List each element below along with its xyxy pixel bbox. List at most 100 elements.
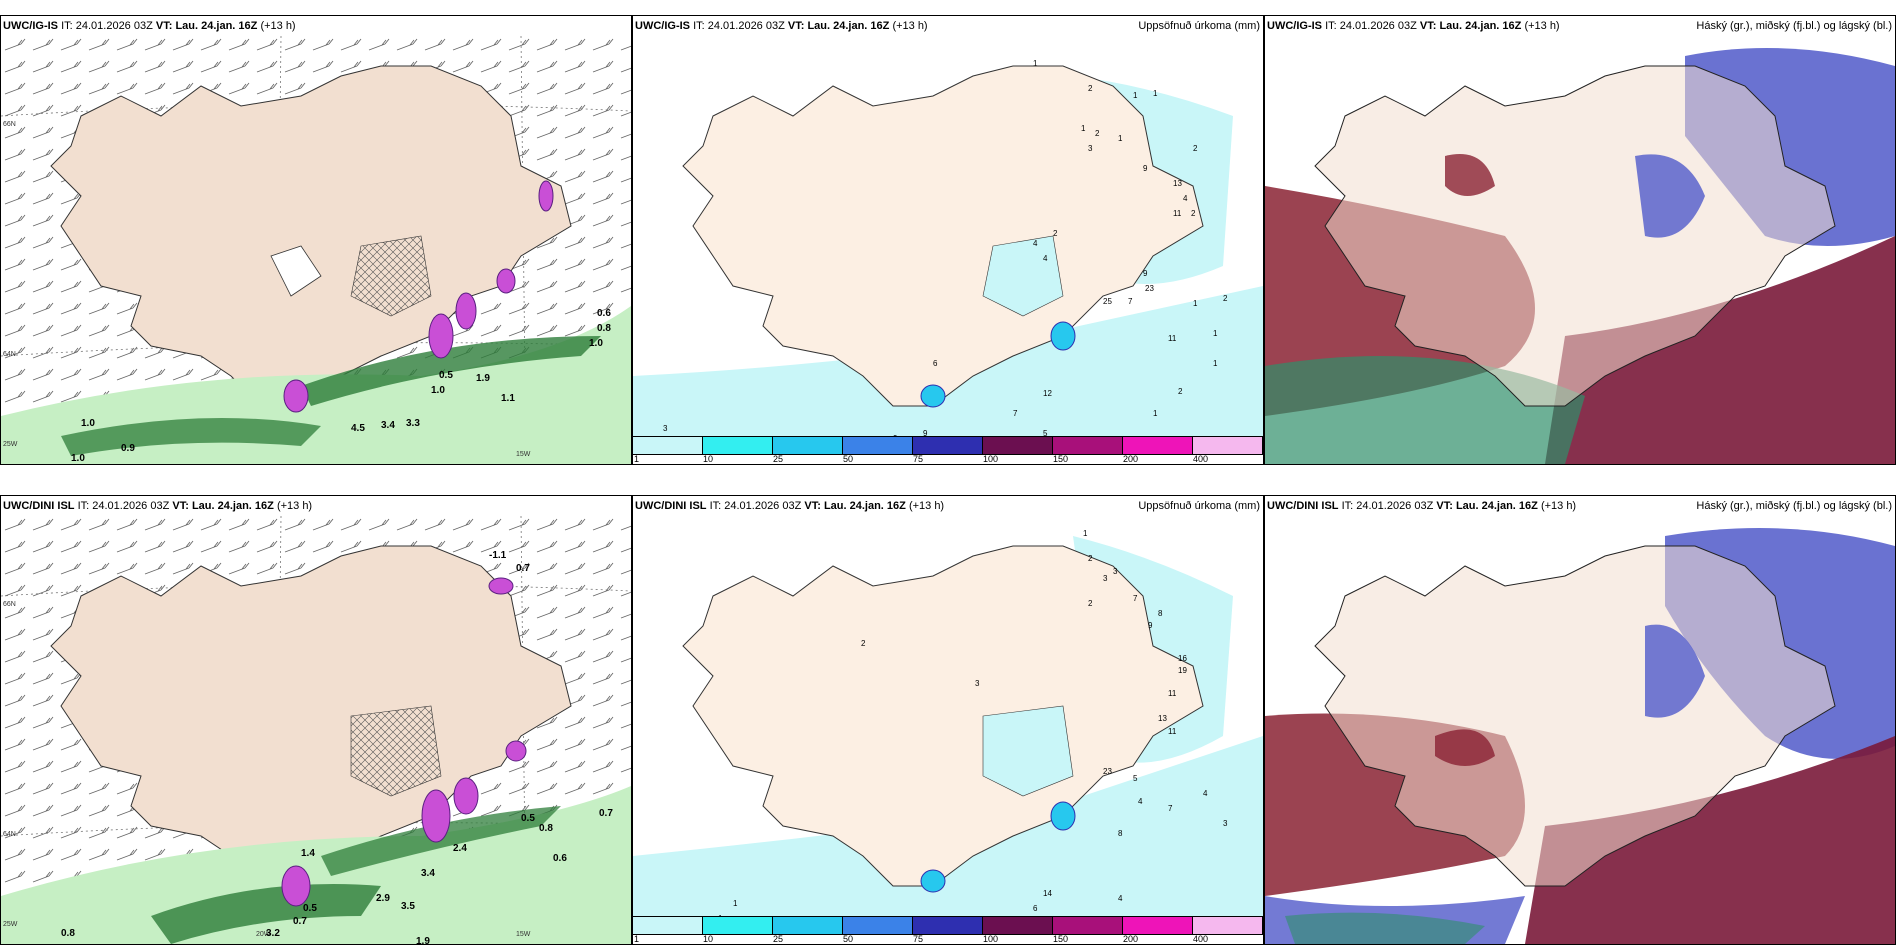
precip-value: 4	[1203, 789, 1208, 798]
precip-value: 4	[1183, 194, 1188, 203]
wind-value: 0.8	[597, 323, 611, 334]
legend-swatch	[983, 917, 1053, 934]
it-label: IT:	[1325, 20, 1337, 32]
panel-clouds-dini: UWC/DINI ISL IT: 24.01.2026 03Z VT: Lau.…	[1264, 495, 1896, 945]
legend-swatch	[983, 437, 1053, 454]
lead-time: (+13 h)	[1540, 500, 1577, 512]
legend-tick: 75	[913, 934, 924, 944]
panel-title: Uppsöfnuð úrkoma (mm)	[1138, 500, 1260, 512]
panel-title: Háský (gr.), miðský (fj.bl.) og lágský (…	[1696, 500, 1892, 512]
vt-value: Lau. 24.jan. 16Z	[807, 20, 890, 32]
legend-tick: 10	[703, 454, 714, 464]
legend-tick: 400	[1193, 454, 1209, 464]
precip-value: 8	[1158, 609, 1163, 618]
precip-value: 2	[1191, 209, 1196, 218]
wind-value: 0.8	[61, 928, 75, 939]
panel-header: UWC/DINI ISL IT: 24.01.2026 03Z VT: Lau.…	[1, 496, 631, 516]
lead-time: (+13 h)	[260, 20, 296, 32]
lat-label-64n: 64N	[3, 351, 16, 358]
precip-value: 3	[1103, 574, 1108, 583]
precip-value: 7	[1168, 804, 1173, 813]
precip-map: 1 2 3 2 3 7 8 9 16 19 11 13 11 23 5 4 7 …	[633, 529, 1263, 944]
precip-value: 3	[663, 424, 668, 433]
model-name: UWC/IG-IS	[3, 20, 58, 32]
precip-value: 19	[1178, 666, 1187, 675]
vt-value: Lau. 24.jan. 16Z	[175, 20, 258, 32]
panel-precip-igis: UWC/IG-IS IT: 24.01.2026 03Z VT: Lau. 24…	[632, 15, 1264, 465]
lon-label-25w: 25W	[3, 441, 18, 448]
vt-label: VT:	[172, 500, 189, 512]
legend-tick: 50	[843, 934, 854, 944]
precip-value: 25	[1103, 297, 1112, 306]
panel-header: UWC/DINI ISL IT: 24.01.2026 03Z VT: Lau.…	[633, 496, 1263, 516]
wind-value: 0.5	[521, 813, 535, 824]
precip-value: 2	[1088, 554, 1093, 563]
legend-swatch	[633, 917, 703, 934]
precip-value: 1	[1153, 409, 1158, 418]
lead-time: (+13 h)	[276, 500, 313, 512]
wind-value: 0.7	[516, 563, 530, 574]
precip-value: 3	[1113, 567, 1118, 576]
wind-value: 1.9	[476, 373, 490, 384]
model-name: UWC/IG-IS	[635, 20, 690, 32]
precip-value: 7	[1128, 297, 1133, 306]
lead-time: (+13 h)	[908, 500, 945, 512]
precip-value: 3	[1223, 819, 1228, 828]
legend-swatch	[1053, 437, 1123, 454]
precip-value: 16	[1178, 654, 1187, 663]
panel-header: UWC/IG-IS IT: 24.01.2026 03Z VT: Lau. 24…	[1265, 16, 1895, 36]
legend-swatch	[1053, 917, 1123, 934]
lat-label-66n: 66N	[3, 601, 16, 608]
panel-wind-igis: UWC/IG-IS IT: 24.01.2026 03Z VT: Lau. 24…	[0, 15, 632, 465]
legend-tick: 50	[843, 454, 854, 464]
legend-swatch	[913, 437, 983, 454]
legend-swatch	[1193, 437, 1263, 454]
lon-label-20w: 20W	[256, 931, 271, 938]
precip-value: 1	[1193, 299, 1198, 308]
wind-value: 0.6	[597, 308, 611, 319]
precip-value: 1	[1133, 91, 1138, 100]
it-label: IT:	[61, 20, 73, 32]
vt-label: VT:	[155, 20, 173, 32]
precip-legend: 1 10 25 50 75 100 150 200 400	[633, 436, 1263, 464]
legend-swatch	[843, 437, 913, 454]
precip-value: 1	[1083, 529, 1088, 538]
wind-value: 0.7	[293, 916, 307, 927]
it-label: IT:	[693, 20, 705, 32]
it-label: IT:	[709, 500, 722, 512]
legend-tick: 400	[1193, 934, 1209, 944]
legend-swatch	[773, 917, 843, 934]
lead-time: (+13 h)	[892, 20, 928, 32]
wind-value: 3.4	[421, 868, 435, 879]
it-label: IT:	[77, 500, 90, 512]
wind-value: 2.9	[376, 893, 390, 904]
precip-value: 5	[1043, 429, 1048, 438]
model-name: UWC/DINI ISL	[1267, 500, 1339, 512]
legend-swatch	[773, 437, 843, 454]
wind-map: 66N 64N 25W 20W 15W -1.1 0.7 1.4 0.5 0.7…	[1, 516, 631, 944]
wind-value: 3.2	[266, 928, 280, 939]
model-name: UWC/IG-IS	[1267, 20, 1322, 32]
legend-swatch	[1123, 917, 1193, 934]
wind-value: 1.9	[416, 936, 430, 944]
wind-value: 0.6	[553, 853, 567, 864]
wind-value: 1.4	[301, 848, 315, 859]
wind-value: 1.0	[81, 418, 95, 429]
precip-value: 1	[1118, 134, 1123, 143]
precip-value: 2	[1088, 599, 1093, 608]
precip-map: 1 2 1 1 1 2 3 1 2 9 13 4 11 2 4 2 9 23 7…	[633, 59, 1263, 464]
panel-title: Uppsöfnuð úrkoma (mm)	[1138, 20, 1260, 32]
lead-time: (+13 h)	[1524, 20, 1560, 32]
precip-value: 7	[1013, 409, 1018, 418]
legend-tick: 75	[913, 454, 924, 464]
precip-value: 2	[1088, 84, 1093, 93]
precip-value: 4	[1043, 254, 1048, 263]
legend-tick: 1	[634, 934, 640, 944]
legend-tick: 200	[1123, 454, 1139, 464]
it-value: 24.01.2026 03Z	[75, 20, 153, 32]
precip-value: 1	[1153, 89, 1158, 98]
panel-title: Háský (gr.), miðský (fj.bl.) og lágský (…	[1696, 20, 1892, 32]
iceland-outline	[682, 65, 1204, 407]
precip-value: 5	[1133, 774, 1138, 783]
vt-label: VT:	[804, 500, 821, 512]
